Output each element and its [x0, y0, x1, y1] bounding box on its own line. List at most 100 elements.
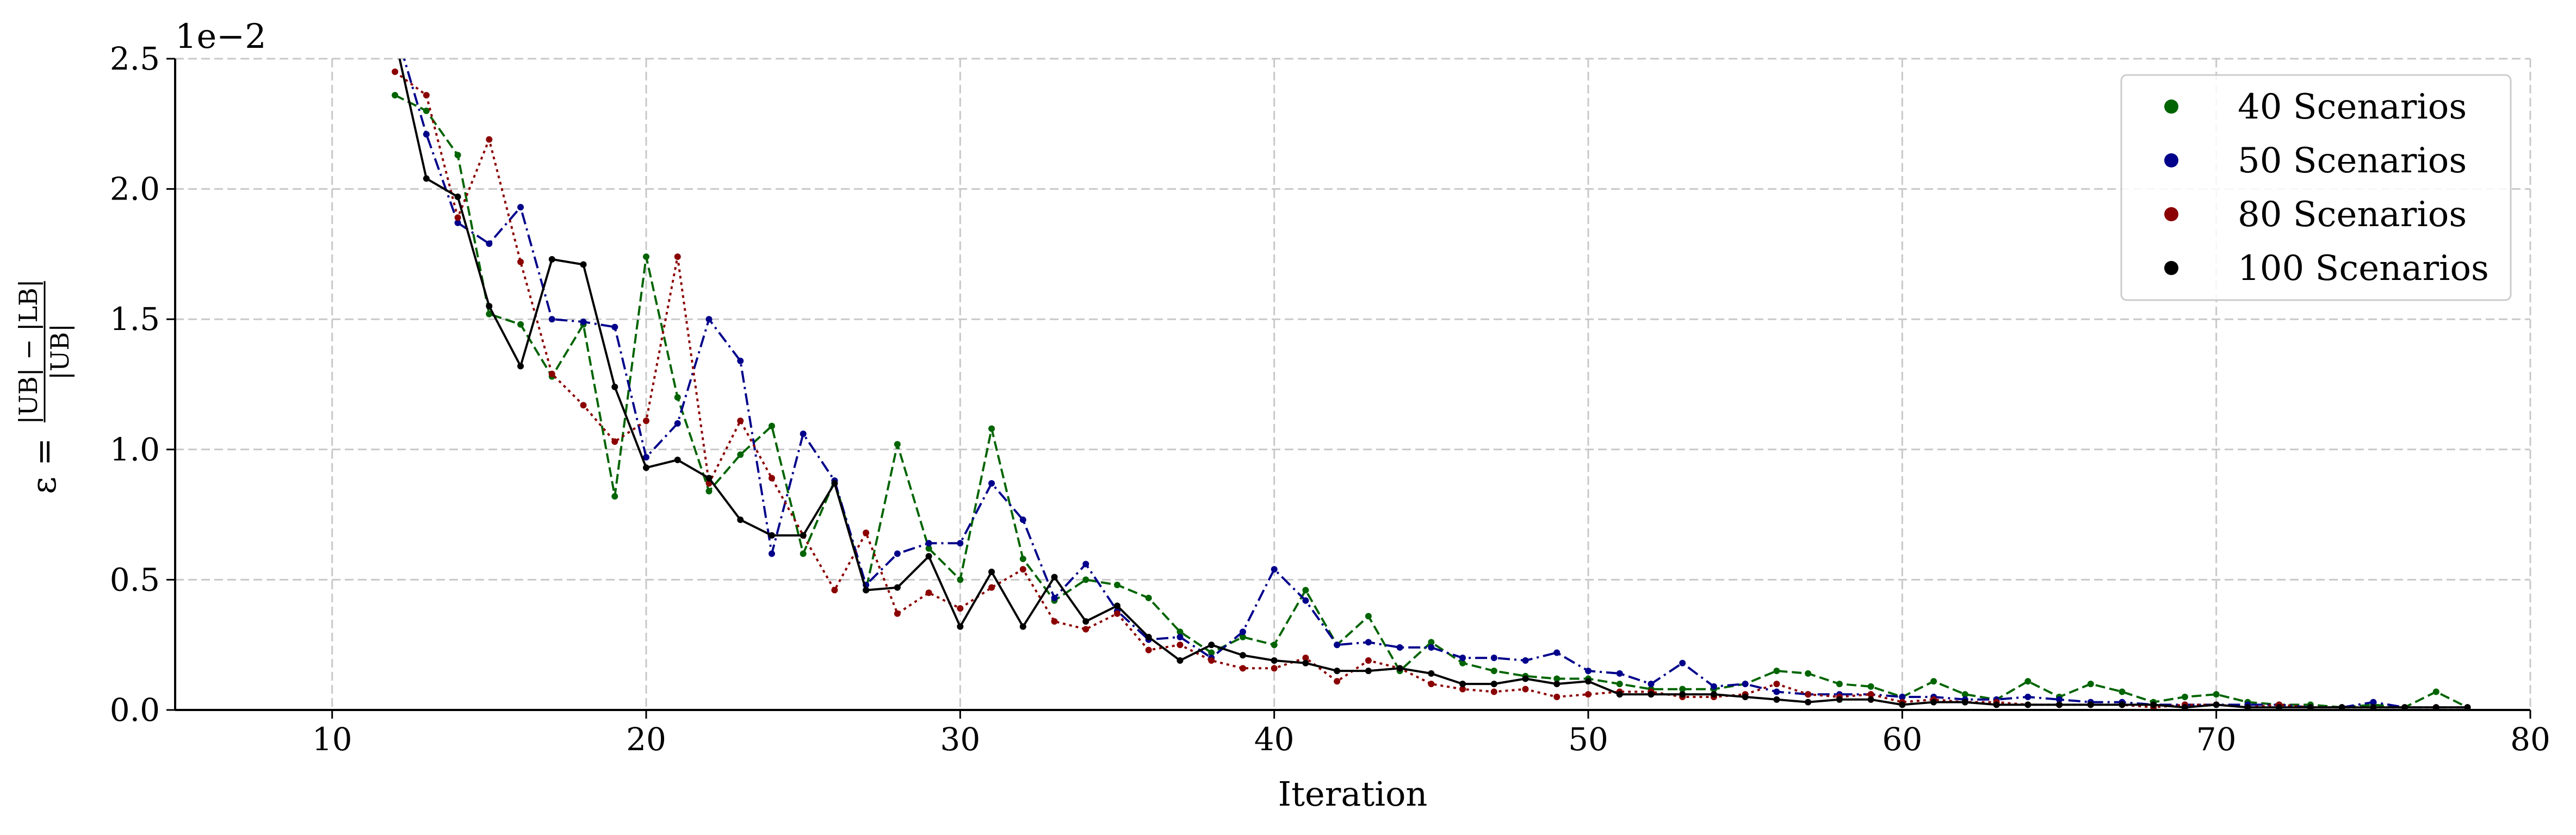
data-point	[517, 363, 524, 370]
data-point	[1302, 597, 1309, 604]
data-point	[1836, 696, 1843, 703]
data-point	[643, 253, 649, 260]
data-point	[2056, 701, 2063, 708]
data-point	[1145, 633, 1152, 640]
data-point	[1899, 701, 1906, 708]
data-point	[2338, 704, 2345, 710]
data-point	[1805, 691, 1812, 698]
legend-label: 40 Scenarios	[2238, 87, 2467, 127]
data-point	[1522, 657, 1529, 664]
data-point	[2213, 701, 2220, 708]
data-point	[1522, 675, 1529, 682]
data-point	[1867, 683, 1874, 690]
data-point	[580, 402, 587, 409]
data-point	[1679, 686, 1686, 693]
data-point	[548, 256, 555, 263]
data-point	[800, 431, 807, 438]
data-point	[988, 584, 995, 591]
data-point	[1334, 678, 1341, 685]
legend: 40 Scenarios 50 Scenarios 80 Scenarios 100 …	[2120, 74, 2512, 301]
data-point	[957, 576, 964, 583]
data-point	[2024, 701, 2032, 708]
data-point	[1490, 655, 1497, 662]
data-point	[423, 175, 430, 182]
data-point	[486, 303, 493, 310]
data-point	[517, 204, 524, 211]
data-point	[2213, 691, 2220, 698]
data-point	[1302, 655, 1309, 662]
y-offset-label: 1e−2	[175, 16, 267, 56]
data-point	[1239, 665, 1246, 672]
data-point	[768, 422, 775, 429]
data-point	[1239, 628, 1246, 635]
data-point	[392, 68, 399, 75]
data-point	[1428, 639, 1435, 646]
data-point	[1522, 686, 1529, 693]
data-point	[1585, 678, 1592, 685]
data-point	[2150, 701, 2157, 708]
data-point	[925, 553, 932, 560]
data-point	[957, 605, 964, 612]
legend-marker	[2164, 207, 2178, 221]
data-point	[2181, 694, 2188, 701]
y-axis-label: ε = |UB| − |LB| |UB|	[14, 279, 75, 494]
data-point	[1585, 668, 1592, 675]
data-point	[705, 316, 713, 323]
data-point	[1208, 657, 1215, 664]
data-point	[674, 420, 681, 427]
data-point	[2119, 688, 2126, 695]
data-point	[1019, 623, 1026, 630]
data-point	[1867, 691, 1874, 698]
y-tick-label: 2.5	[110, 40, 160, 77]
legend-marker	[2164, 99, 2178, 114]
legend-label: 100 Scenarios	[2238, 248, 2489, 289]
x-tick-label: 40	[1254, 721, 1295, 758]
data-point	[1082, 618, 1089, 625]
data-point	[1428, 670, 1435, 677]
data-point	[1961, 691, 1968, 698]
data-point	[1773, 688, 1780, 695]
data-point	[2024, 694, 2032, 701]
data-point	[1176, 657, 1184, 664]
data-point	[1867, 696, 1874, 703]
data-point	[454, 219, 461, 226]
axes	[174, 59, 2530, 711]
data-point	[2432, 688, 2439, 695]
series-100-scenarios	[398, 59, 2471, 710]
data-point	[1114, 610, 1120, 617]
data-point	[863, 529, 870, 537]
data-point	[1019, 566, 1026, 573]
data-point	[1396, 665, 1403, 672]
data-point	[1271, 641, 1278, 649]
data-point	[2244, 704, 2251, 710]
series-layer	[392, 59, 2471, 710]
data-point	[1742, 681, 1749, 688]
data-point	[1114, 602, 1120, 609]
data-point	[1616, 681, 1623, 688]
data-point	[1082, 576, 1089, 583]
data-point	[925, 540, 932, 547]
data-point	[580, 261, 587, 268]
data-point	[1271, 566, 1278, 573]
data-point	[1773, 681, 1780, 688]
data-point	[611, 383, 618, 390]
data-point	[1459, 655, 1466, 662]
data-point	[674, 456, 681, 463]
data-point	[831, 587, 838, 594]
data-point	[454, 193, 461, 200]
data-point	[1899, 694, 1906, 701]
data-point	[957, 540, 964, 547]
data-point	[1805, 699, 1812, 706]
data-point	[1334, 668, 1341, 675]
data-point	[1428, 681, 1435, 688]
data-point	[674, 394, 681, 401]
x-tick-label: 60	[1882, 721, 1922, 758]
data-point	[894, 550, 901, 557]
data-point	[1490, 681, 1497, 688]
data-point	[643, 454, 649, 461]
data-point	[1553, 681, 1561, 688]
data-point	[1082, 560, 1089, 568]
data-point	[1176, 628, 1184, 635]
data-point	[454, 152, 461, 159]
